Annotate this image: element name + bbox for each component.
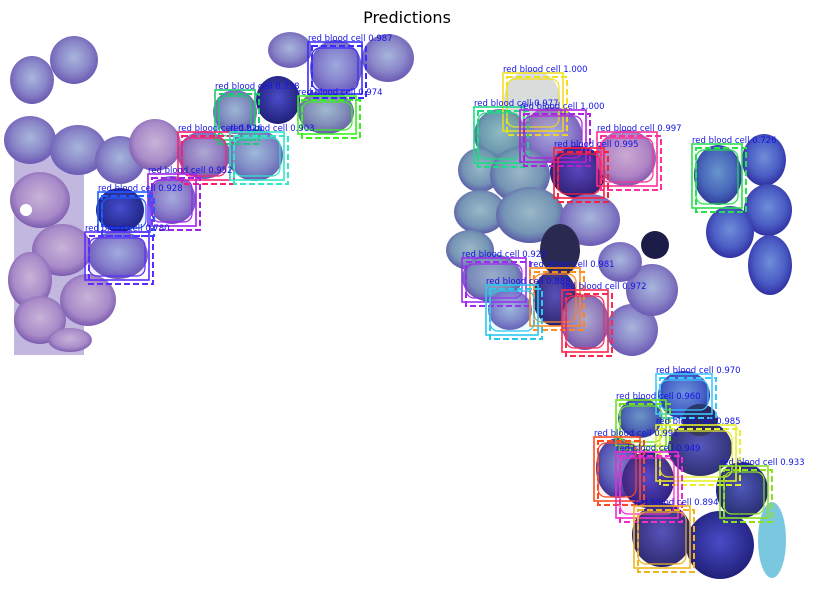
detection-rect <box>519 109 587 163</box>
detection-rect <box>615 399 667 447</box>
mask-outline <box>523 115 583 159</box>
detection-label: red blood cell 0.970 <box>656 366 741 376</box>
detection-box: red blood cell 0.949 <box>615 444 701 523</box>
detection-box: red blood cell 0.726 <box>691 136 777 213</box>
detection-box: red blood cell 0.952 <box>147 166 233 231</box>
detection-rect <box>633 505 691 569</box>
figure-title: Predictions <box>363 8 451 27</box>
detection-rect <box>84 231 150 281</box>
detection-label: red blood cell 0.974 <box>298 88 383 98</box>
mask-outline <box>88 237 146 277</box>
cell-cluster-far-right <box>694 134 792 295</box>
detection-box: red blood cell 0.997 <box>596 124 682 191</box>
detection-rect <box>529 267 581 327</box>
mask-outline <box>597 442 637 498</box>
detection-label: red blood cell 0.985 <box>656 417 741 427</box>
detection-label: red blood cell 0.903 <box>230 124 315 134</box>
detection-rect <box>655 424 737 482</box>
detection-box: red blood cell 0.780 <box>84 224 170 285</box>
mask-outline <box>600 137 654 183</box>
detection-label: red blood cell 0.949 <box>616 444 701 454</box>
detection-box: red blood cell 0.933 <box>719 458 805 523</box>
detection-rect <box>229 131 285 181</box>
detection-box: red blood cell 0.972 <box>561 282 647 357</box>
mask-outline <box>695 149 739 205</box>
detection-rect-dashed <box>597 440 645 506</box>
detection-box: red blood cell 0.888 <box>485 277 571 340</box>
detection-label: red blood cell 0.977 <box>474 99 559 109</box>
detection-rect <box>596 131 658 187</box>
detection-box: red blood cell 0.974 <box>297 88 383 139</box>
detection-label: red blood cell 0.960 <box>616 392 701 402</box>
detection-label: red blood cell 0.995 <box>554 140 639 150</box>
detection-label: red blood cell 0.920 <box>462 250 547 260</box>
detection-label: red blood cell 1.000 <box>503 65 588 75</box>
detection-label: red blood cell 0.987 <box>308 34 393 44</box>
detection-label: red blood cell 0.726 <box>692 136 777 146</box>
detection-box: red blood cell 0.991 <box>593 429 679 506</box>
detection-rect <box>553 147 605 199</box>
detection-rect <box>655 373 713 415</box>
detection-rect <box>461 257 527 303</box>
mask-outline <box>301 101 353 131</box>
mask-outline <box>477 112 521 160</box>
detection-rect <box>615 451 679 519</box>
detection-label: red blood cell 0.972 <box>562 282 647 292</box>
detection-boxes: red blood cell 0.987 red blood cell 0.738… <box>84 34 805 573</box>
detection-label: red blood cell 0.952 <box>148 166 233 176</box>
detection-box: red blood cell 0.926 <box>177 124 263 185</box>
detection-rect <box>502 72 564 132</box>
detection-label: red blood cell 0.997 <box>597 124 682 134</box>
detection-rect <box>561 289 609 353</box>
detection-label: red blood cell 0.981 <box>530 260 615 270</box>
detection-label: red blood cell 0.738 <box>215 82 300 92</box>
mask-outline <box>151 179 193 223</box>
mask-outline <box>489 290 535 332</box>
mask-outline <box>233 137 281 177</box>
detection-label: red blood cell 0.894 <box>634 498 719 508</box>
mask-outline <box>565 295 605 349</box>
detection-label: red blood cell 0.926 <box>178 124 263 134</box>
detection-rect-dashed <box>637 509 695 573</box>
cell-cluster-upper-left <box>4 32 414 355</box>
mask-outline <box>101 197 147 229</box>
detection-rect-dashed <box>695 147 747 213</box>
cell-cluster-lower-right <box>596 371 786 579</box>
detection-box: red blood cell 0.995 <box>553 140 639 203</box>
detection-box: red blood cell 0.894 <box>633 498 719 573</box>
detection-label: red blood cell 0.933 <box>720 458 805 468</box>
mask-outline <box>181 137 227 177</box>
detection-rect <box>307 41 363 95</box>
detection-box: red blood cell 0.903 <box>229 124 315 185</box>
detection-label: red blood cell 1.000 <box>520 102 605 112</box>
detection-label: red blood cell 0.991 <box>594 429 679 439</box>
detection-rect <box>691 143 743 209</box>
detection-label: red blood cell 0.780 <box>85 224 170 234</box>
detection-rect <box>147 173 197 227</box>
mask-outline <box>557 153 601 195</box>
mask-outline <box>311 47 359 91</box>
detection-rect <box>593 436 641 502</box>
mask-outline <box>619 457 675 515</box>
detection-box: red blood cell 0.970 <box>655 366 741 419</box>
mask-outline <box>619 405 663 443</box>
detection-box: red blood cell 0.987 <box>307 34 393 99</box>
detection-rect <box>719 465 769 519</box>
detection-rect-dashed <box>619 455 683 523</box>
detection-box: red blood cell 0.928 <box>97 184 183 237</box>
detection-label: red blood cell 0.928 <box>98 184 183 194</box>
mask-outline <box>659 379 709 411</box>
detection-rect <box>485 284 539 336</box>
detection-rect <box>297 95 357 135</box>
mask-outline <box>637 511 687 565</box>
mask-outline <box>723 471 765 515</box>
detection-label: red blood cell 0.888 <box>486 277 571 287</box>
detection-rect-dashed <box>489 288 543 340</box>
